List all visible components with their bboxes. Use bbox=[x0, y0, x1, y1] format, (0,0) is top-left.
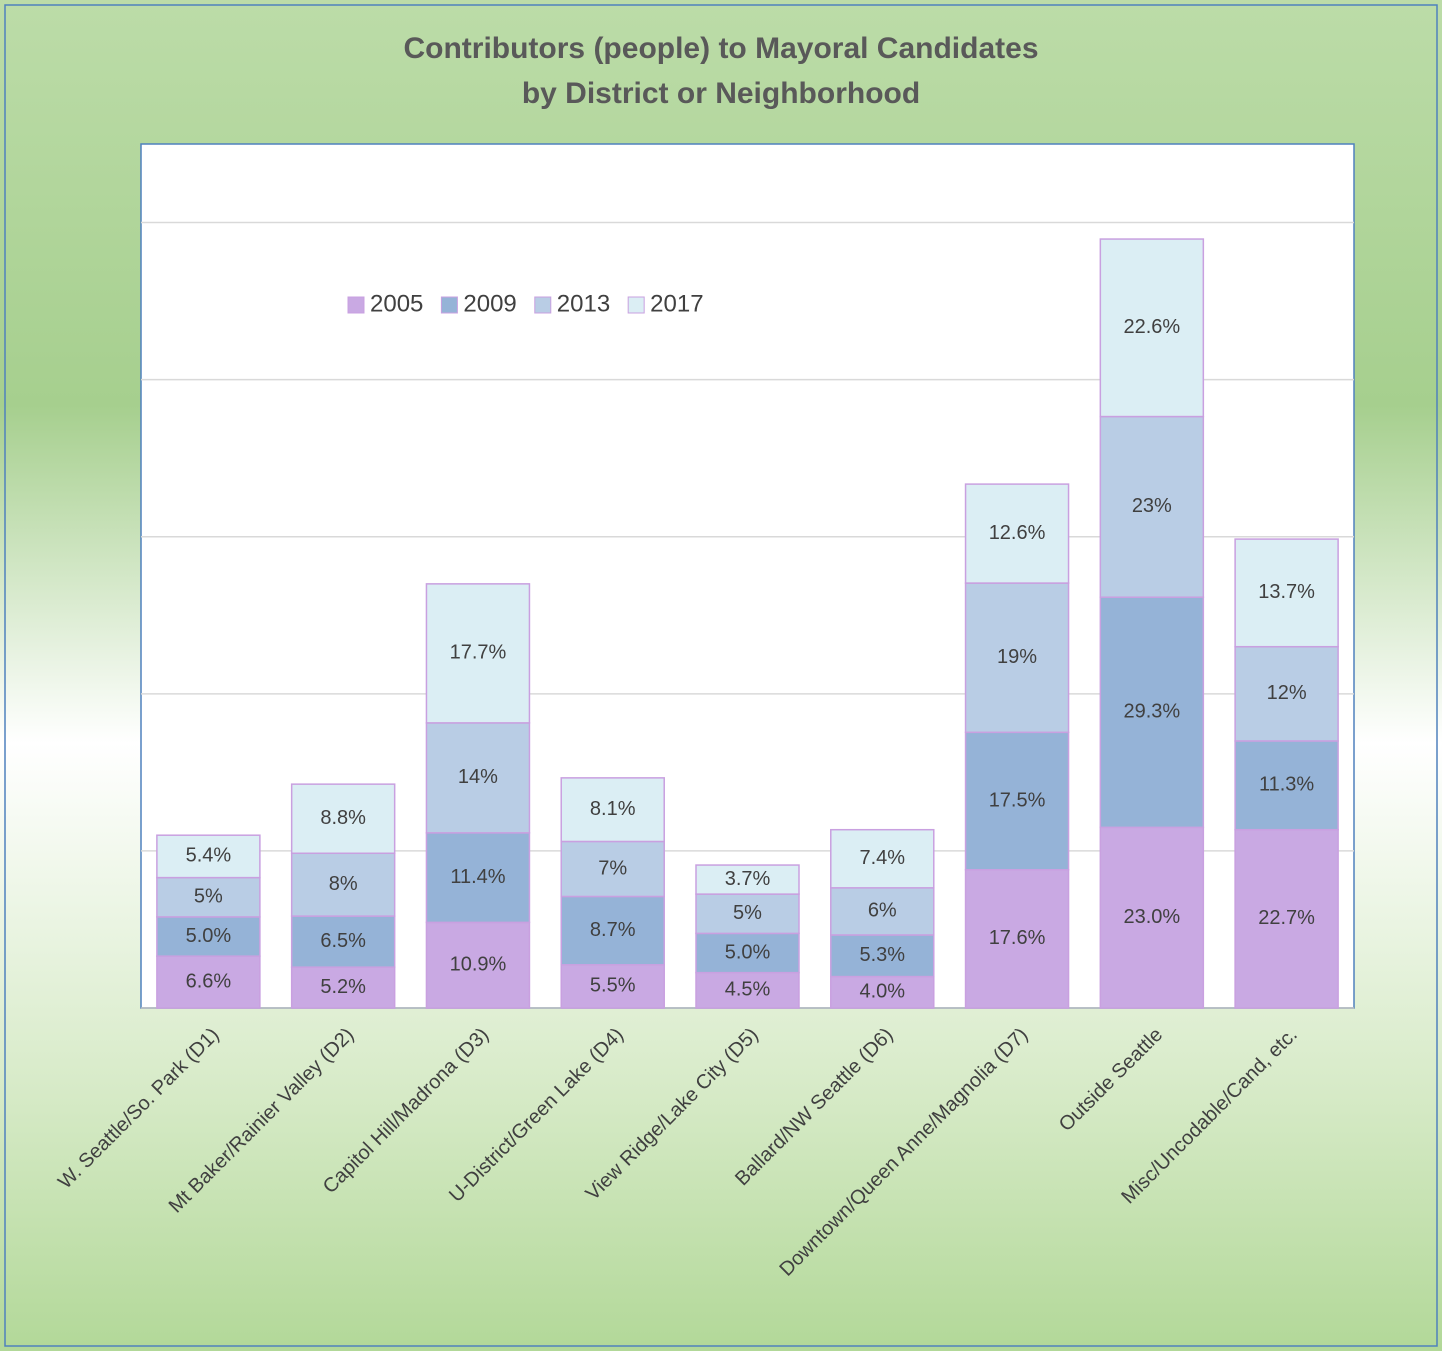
data-label: 4.0% bbox=[859, 981, 905, 1003]
chart-title: by District or Neighborhood bbox=[522, 77, 920, 110]
data-label: 5.5% bbox=[590, 975, 636, 997]
data-label: 7% bbox=[598, 857, 627, 879]
data-label: 7.4% bbox=[859, 847, 905, 869]
data-label: 5.2% bbox=[320, 976, 366, 998]
bar-segment bbox=[425, 921, 531, 1009]
data-label: 8.7% bbox=[590, 919, 636, 941]
bar-segment bbox=[425, 722, 531, 834]
data-label: 10.9% bbox=[450, 953, 507, 975]
bar-segment bbox=[425, 583, 531, 724]
bar-segment bbox=[290, 783, 396, 855]
bar-segment bbox=[695, 864, 800, 895]
legend-label: 2005 bbox=[370, 290, 423, 317]
bar-segment bbox=[1099, 826, 1205, 1009]
chart-title: Contributors (people) to Mayoral Candida… bbox=[403, 32, 1038, 65]
bar-segment bbox=[1234, 645, 1339, 742]
legend-swatch bbox=[347, 296, 365, 314]
bar-segment bbox=[425, 832, 531, 924]
legend-swatch bbox=[534, 296, 552, 314]
data-label: 14% bbox=[458, 766, 498, 788]
legend-swatch bbox=[440, 296, 458, 314]
data-label: 13.7% bbox=[1258, 581, 1315, 603]
bar-segment bbox=[964, 582, 1070, 734]
data-label: 17.5% bbox=[989, 789, 1046, 811]
frame bbox=[4, 4, 1438, 1347]
bar-segment bbox=[560, 964, 665, 1009]
bar-segment bbox=[964, 483, 1070, 584]
bar-segment bbox=[830, 828, 935, 889]
data-label: 8.1% bbox=[590, 798, 636, 820]
data-label: 8% bbox=[329, 873, 358, 895]
data-label: 4.5% bbox=[725, 979, 771, 1001]
data-label: 5.0% bbox=[186, 925, 232, 947]
bar-segment bbox=[1234, 740, 1339, 831]
data-label: 23.0% bbox=[1123, 906, 1180, 928]
bar-segment bbox=[560, 895, 665, 966]
bar-segment bbox=[1099, 415, 1205, 598]
bar-segment bbox=[1099, 238, 1205, 418]
data-label: 12.6% bbox=[989, 522, 1046, 544]
data-label: 5.0% bbox=[725, 941, 771, 963]
data-label: 3.7% bbox=[725, 868, 771, 890]
bar-segment bbox=[1234, 828, 1339, 1009]
data-label: 11.3% bbox=[1259, 774, 1314, 796]
bar-segment bbox=[290, 966, 396, 1009]
data-label: 19% bbox=[997, 646, 1037, 668]
legend-label: 2013 bbox=[557, 290, 610, 317]
legend-label: 2009 bbox=[463, 290, 516, 317]
bar-segment bbox=[290, 915, 396, 968]
data-label: 5% bbox=[733, 902, 762, 924]
data-label: 8.8% bbox=[320, 807, 366, 829]
data-label: 22.6% bbox=[1123, 316, 1180, 338]
data-label: 17.7% bbox=[450, 642, 507, 664]
bar-segment bbox=[560, 840, 665, 898]
data-label: 29.3% bbox=[1123, 701, 1180, 723]
data-label: 22.7% bbox=[1258, 907, 1315, 929]
data-label: 17.6% bbox=[989, 927, 1046, 949]
data-label: 6.6% bbox=[186, 970, 232, 992]
bar-segment bbox=[695, 932, 800, 974]
bar-segment bbox=[156, 834, 261, 879]
bar-segment bbox=[1099, 596, 1205, 829]
data-label: 11.4% bbox=[450, 866, 505, 888]
bar-segment bbox=[560, 777, 665, 843]
data-label: 5.4% bbox=[186, 845, 232, 867]
data-label: 23% bbox=[1132, 495, 1172, 517]
legend-label: 2017 bbox=[650, 290, 703, 317]
data-label: 6.5% bbox=[320, 930, 366, 952]
data-label: 5% bbox=[194, 886, 223, 908]
data-label: 5.3% bbox=[859, 944, 905, 966]
legend-swatch bbox=[627, 296, 645, 314]
data-label: 6% bbox=[868, 900, 897, 922]
bar-segment bbox=[830, 934, 935, 978]
bar-segment bbox=[695, 893, 800, 935]
bar-segment bbox=[1234, 538, 1339, 648]
data-label: 12% bbox=[1267, 682, 1307, 704]
bar-segment bbox=[156, 916, 261, 957]
bar-segment bbox=[830, 887, 935, 936]
